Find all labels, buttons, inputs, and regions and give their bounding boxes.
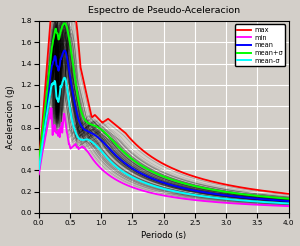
mean-σ: [62, 76, 66, 79]
mean: [226, 194, 229, 197]
Line: max: max: [39, 0, 289, 194]
mean+σ: [151, 170, 154, 173]
Title: Espectro de Pseudo-Aceleracion: Espectro de Pseudo-Aceleracion: [88, 6, 240, 15]
min: [50, 107, 53, 109]
mean: [287, 200, 290, 202]
min: [185, 198, 188, 200]
Line: mean+σ: mean+σ: [39, 23, 289, 199]
min: [287, 205, 290, 208]
mean: [102, 141, 105, 144]
mean+σ: [204, 187, 208, 190]
mean+σ: [82, 116, 85, 119]
mean+σ: [37, 161, 41, 164]
mean-σ: [151, 184, 154, 187]
mean: [185, 187, 188, 190]
mean+σ: [185, 183, 188, 185]
mean: [37, 164, 41, 167]
mean+σ: [287, 197, 290, 200]
max: [287, 192, 290, 195]
mean-σ: [37, 168, 41, 171]
mean-σ: [102, 152, 105, 155]
mean: [62, 49, 66, 52]
min: [151, 192, 154, 195]
max: [185, 172, 188, 175]
X-axis label: Periodo (s): Periodo (s): [141, 231, 186, 240]
mean+σ: [63, 22, 67, 25]
mean-σ: [287, 202, 290, 205]
max: [37, 156, 41, 159]
mean-σ: [185, 192, 188, 195]
Line: mean: mean: [39, 50, 289, 201]
Y-axis label: Aceleracion (g): Aceleracion (g): [6, 85, 15, 149]
min: [204, 200, 208, 203]
max: [102, 120, 105, 123]
max: [204, 179, 208, 182]
max: [82, 79, 85, 82]
min: [82, 146, 85, 149]
mean-σ: [226, 198, 229, 200]
mean: [151, 177, 154, 180]
min: [102, 169, 105, 172]
mean+σ: [102, 130, 105, 133]
Line: mean-σ: mean-σ: [39, 78, 289, 203]
Line: min: min: [39, 108, 289, 206]
max: [226, 184, 229, 186]
mean: [82, 127, 85, 130]
mean-σ: [204, 195, 208, 198]
min: [37, 173, 41, 176]
max: [151, 156, 154, 159]
mean+σ: [226, 191, 229, 194]
mean-σ: [82, 138, 85, 141]
Legend: max, min, mean, mean+σ, mean-σ: max, min, mean, mean+σ, mean-σ: [235, 24, 285, 66]
mean: [204, 191, 208, 194]
min: [226, 201, 229, 204]
